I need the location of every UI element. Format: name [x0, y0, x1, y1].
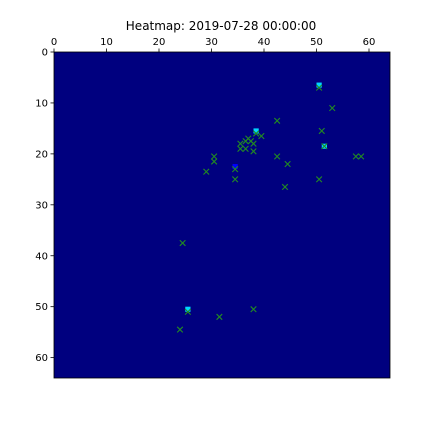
y-tick-label-0: 0: [42, 48, 48, 59]
y-tick-label-10: 10: [35, 98, 48, 109]
marker-stroke: [321, 143, 328, 150]
y-tick-label-20: 20: [35, 149, 48, 160]
marker-x-3: [318, 127, 325, 135]
marker-x-4: [252, 130, 260, 137]
marker-stroke: [242, 137, 249, 145]
axes: 0 10 20 30 40 50 60 0 10 20 30 40 50 60: [35, 37, 391, 379]
marker-stroke: [315, 176, 323, 183]
marker-x-26: [179, 239, 186, 247]
marker-stroke: [329, 104, 336, 112]
marker-x-1: [329, 104, 336, 112]
x-tick-label-30: 30: [205, 37, 218, 48]
marker-x-13: [321, 143, 328, 150]
marker-x-20: [284, 160, 291, 168]
x-tick-label-50: 50: [310, 37, 323, 48]
marker-stroke: [210, 158, 218, 165]
marker-stroke: [252, 130, 260, 137]
marker-stroke: [250, 306, 257, 313]
marker-x-24: [315, 176, 323, 183]
marker-stroke: [284, 160, 291, 168]
y-tick-label-40: 40: [35, 251, 48, 262]
marker-x-16: [273, 153, 281, 160]
marker-stroke: [318, 127, 325, 135]
heatmap-cell-1: [253, 128, 259, 134]
marker-stroke: [179, 239, 186, 247]
marker-x-22: [203, 168, 210, 175]
marker-x-7: [242, 137, 249, 145]
marker-x-10: [250, 140, 257, 147]
marker-x-5: [258, 132, 265, 140]
x-tick-label-10: 10: [100, 37, 113, 48]
chart-title: Heatmap: 2019-07-28 00:00:00: [126, 19, 316, 33]
marker-x-12: [242, 145, 249, 152]
marker-x-15: [210, 153, 218, 160]
marker-stroke: [231, 176, 239, 183]
marker-x-30: [176, 326, 184, 333]
marker-stroke: [176, 326, 184, 333]
marker-stroke: [273, 117, 281, 124]
marker-stroke: [315, 84, 323, 91]
marker-stroke: [357, 153, 365, 160]
marker-x-0: [315, 84, 323, 91]
marker-stroke: [250, 140, 257, 147]
heatmap-cell-4: [185, 306, 191, 312]
heatmap-cell-3: [232, 164, 238, 170]
plot-area: [54, 52, 390, 378]
marker-x-11: [237, 145, 244, 152]
x-tick-label-40: 40: [258, 37, 271, 48]
marker-x-21: [231, 165, 239, 173]
marker-stroke: [237, 140, 244, 147]
marker-stroke: [184, 308, 192, 315]
marker-stroke: [231, 165, 239, 173]
marker-stroke: [237, 145, 244, 152]
plot-frame: [53, 51, 391, 379]
marker-x-23: [231, 176, 239, 183]
marker-x-14: [250, 148, 257, 155]
marker-x-18: [357, 153, 365, 160]
marker-stroke: [258, 132, 265, 140]
x-tick-label-60: 60: [363, 37, 376, 48]
marker-stroke: [281, 183, 289, 191]
marker-x-9: [237, 140, 244, 147]
x-tick-label-20: 20: [153, 37, 166, 48]
marker-stroke: [250, 148, 257, 155]
marker-x-28: [250, 306, 257, 313]
y-tick-label-30: 30: [35, 200, 48, 211]
marker-stroke: [242, 145, 249, 152]
heatmap-cell-0: [316, 82, 322, 88]
marker-x-27: [184, 308, 192, 315]
heatmap-background: [54, 52, 390, 378]
marker-x-29: [216, 313, 223, 321]
marker-x-25: [281, 183, 289, 191]
y-tick-label-60: 60: [35, 353, 48, 364]
marker-stroke: [203, 168, 210, 175]
marker-stroke: [352, 153, 360, 160]
marker-stroke: [210, 153, 218, 160]
marker-x-17: [352, 153, 360, 160]
marker-x-2: [273, 117, 281, 124]
x-tick-label-0: 0: [51, 37, 57, 48]
y-tick-label-50: 50: [35, 302, 48, 313]
marker-stroke: [216, 313, 223, 321]
marker-stroke: [273, 153, 281, 160]
marker-x-19: [210, 158, 218, 165]
